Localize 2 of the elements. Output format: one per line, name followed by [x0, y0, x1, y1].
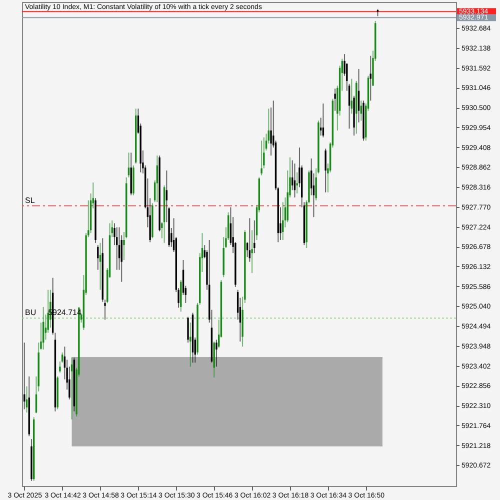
ref-line-label: BU — [25, 308, 36, 318]
ref-line-label: SL — [25, 196, 36, 205]
